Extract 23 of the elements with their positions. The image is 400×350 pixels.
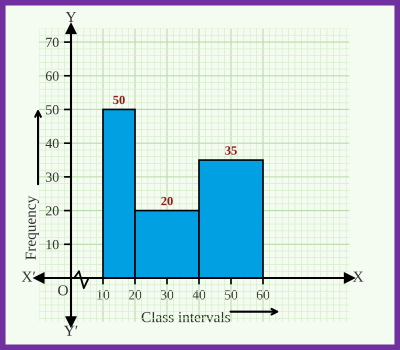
annotation: O <box>58 285 68 296</box>
x-axis-title: Class intervals <box>142 312 230 322</box>
x-tick-label: 60 <box>256 290 270 300</box>
x-tick-label: 30 <box>160 290 174 300</box>
y-tick-label: 20 <box>46 206 59 216</box>
y-axis-title: Frequency <box>26 196 39 260</box>
data-label: 35 <box>225 146 237 155</box>
text: X′ <box>22 272 36 282</box>
x-tick-label: 50 <box>224 290 238 300</box>
x-tick-label: 20 <box>128 290 142 300</box>
y-tick-label: 40 <box>46 138 59 148</box>
text: X <box>352 272 364 282</box>
y-tick-label: 30 <box>46 172 59 182</box>
y-tick-label: 70 <box>46 38 59 48</box>
text: Y′ <box>64 326 78 336</box>
y-tick-label: 10 <box>46 240 59 250</box>
data-label: 50 <box>113 96 125 104</box>
text: Y <box>66 12 76 22</box>
x-tick-label: 10 <box>97 290 110 300</box>
data-label: 20 <box>161 196 173 206</box>
y-tick-label: 50 <box>46 105 59 114</box>
y-tick-label: 60 <box>46 71 59 81</box>
x-tick-label: 40 <box>192 290 206 300</box>
